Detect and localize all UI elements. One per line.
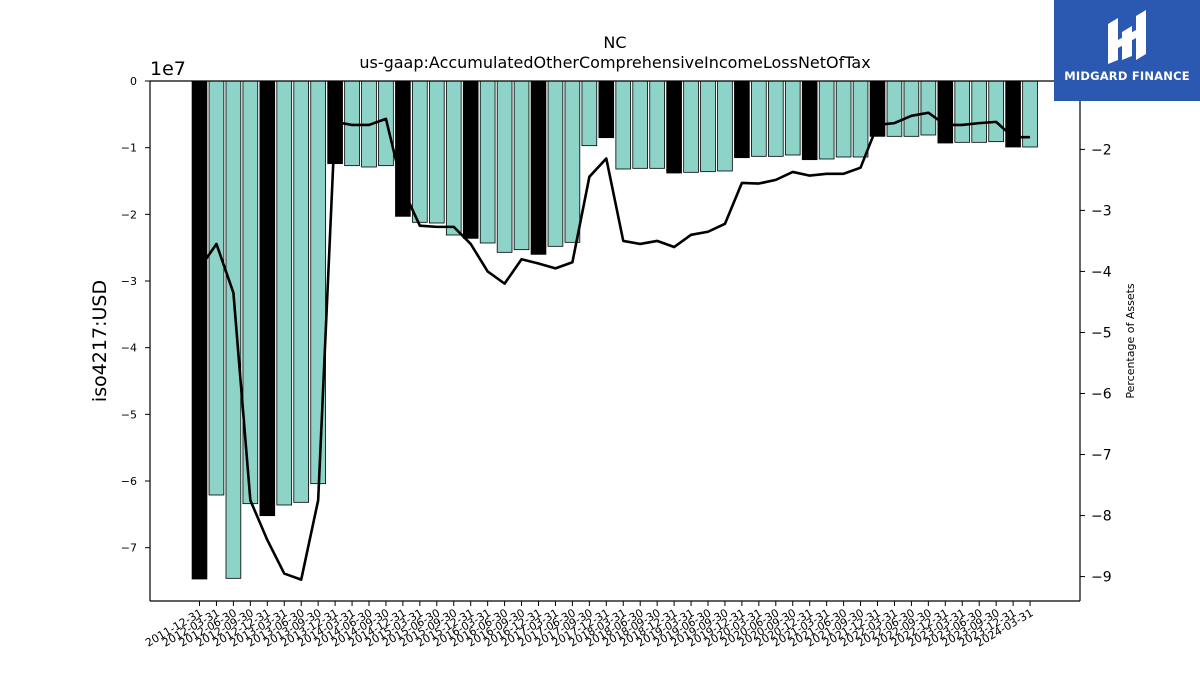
brand-logo: MIDGARD FINANCE <box>1054 0 1200 101</box>
bar <box>920 80 937 136</box>
y2-tick-label: −2 <box>1091 142 1112 158</box>
bar <box>564 80 581 243</box>
bar <box>479 80 496 244</box>
y2-tick-label: −4 <box>1091 264 1112 280</box>
bar <box>903 80 920 137</box>
bar <box>428 80 445 224</box>
bar <box>293 80 309 503</box>
bar <box>751 80 767 157</box>
bar <box>954 80 971 143</box>
y2-tick-label: −6 <box>1091 386 1112 402</box>
bar <box>937 80 954 144</box>
bar <box>649 80 665 169</box>
y2-tick-label: −3 <box>1091 203 1112 219</box>
bar <box>581 80 598 147</box>
y-tick-label: −1 <box>121 142 137 155</box>
bar <box>683 80 699 173</box>
y2-tick-label: −8 <box>1091 509 1112 525</box>
bar <box>988 80 1004 143</box>
y-tick-label: −6 <box>121 475 137 488</box>
bar <box>310 80 326 485</box>
bar <box>818 80 835 160</box>
y-tick-label: −4 <box>121 342 137 355</box>
y-tick-label: −7 <box>121 542 137 555</box>
y-axis-label: iso4217:USD <box>89 280 111 402</box>
y2-axis-label: Percentage of Assets <box>1124 283 1137 399</box>
y-tick-label: −3 <box>121 275 137 288</box>
bar <box>191 80 208 580</box>
chart-subtitle: us-gaap:AccumulatedOtherComprehensiveInc… <box>359 53 870 72</box>
bar <box>734 80 750 159</box>
bar <box>852 80 869 158</box>
bar <box>632 80 648 169</box>
bar <box>598 80 615 139</box>
y-offset-label: 1e7 <box>150 58 186 80</box>
bar <box>615 80 632 170</box>
bar <box>276 80 293 506</box>
bar <box>700 80 716 173</box>
bar <box>513 80 530 251</box>
y-tick-label: 0 <box>130 75 137 88</box>
y-tick-label: −5 <box>121 408 137 421</box>
bar <box>225 80 242 579</box>
logo-mark-icon <box>1108 10 1146 64</box>
bar <box>971 80 987 143</box>
bar <box>547 80 564 247</box>
y2-tick-label: −7 <box>1091 448 1112 464</box>
y-tick-label: −2 <box>121 208 137 221</box>
bar <box>768 80 784 157</box>
y2-tick-label: −9 <box>1091 570 1112 586</box>
bar <box>784 80 801 156</box>
bar <box>462 80 479 239</box>
bar <box>530 80 547 255</box>
logo-text: MIDGARD FINANCE <box>1064 69 1190 83</box>
bar <box>835 80 852 158</box>
bar <box>666 80 682 174</box>
y2-tick-label: −5 <box>1091 325 1112 341</box>
bar <box>886 80 903 137</box>
chart-title: NC <box>603 33 626 52</box>
bar <box>801 80 818 161</box>
bar <box>717 80 733 172</box>
bar <box>259 80 276 517</box>
series-line <box>198 111 1031 581</box>
bar <box>208 80 225 496</box>
bar <box>395 80 411 217</box>
bar <box>412 80 428 223</box>
bar <box>445 80 462 236</box>
bar <box>496 80 513 253</box>
